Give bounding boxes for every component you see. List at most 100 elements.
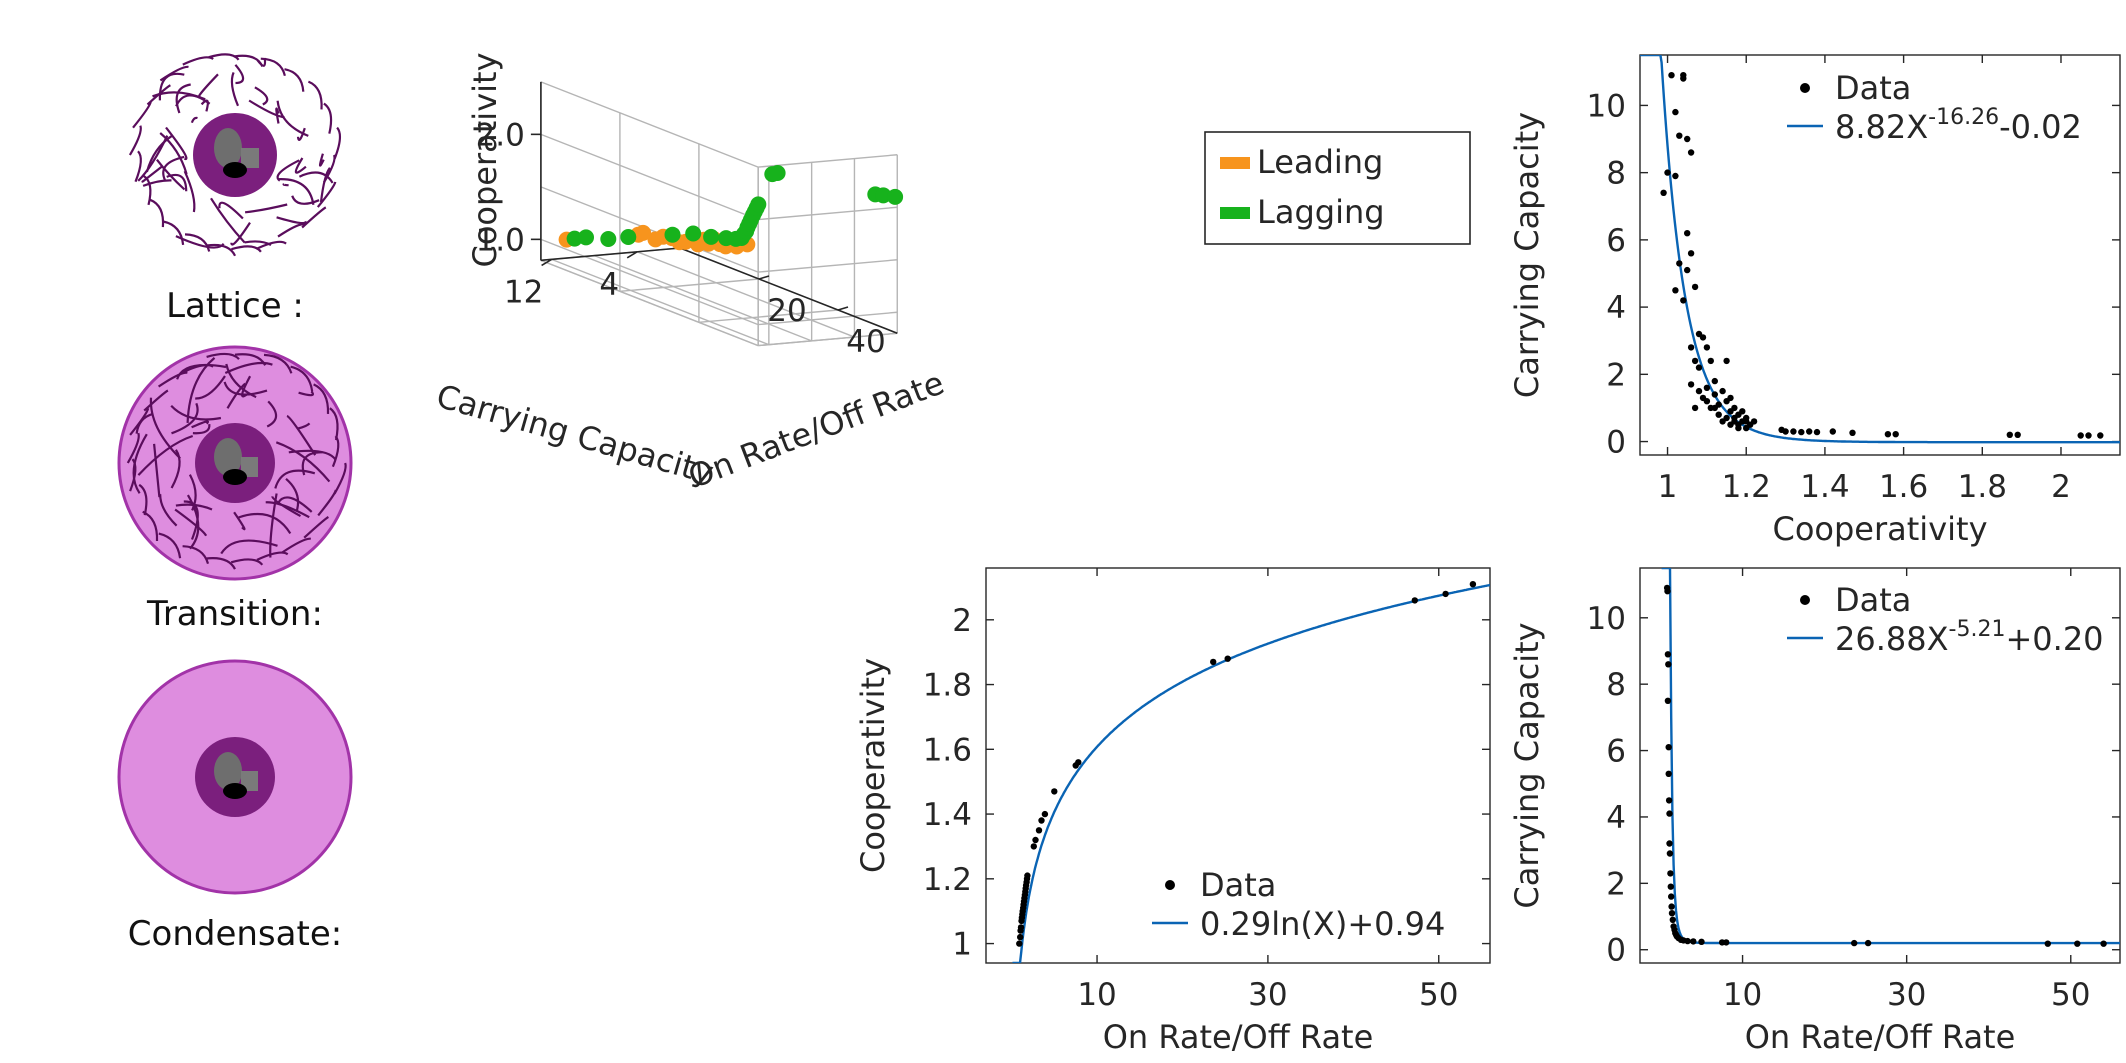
strand-line <box>316 181 337 208</box>
strand-line <box>266 400 278 428</box>
data-point <box>1687 250 1695 257</box>
data-point <box>1687 344 1695 351</box>
strand-line <box>303 515 329 539</box>
strand-line <box>182 56 214 66</box>
z-tick-label: 2.0 <box>476 117 525 153</box>
data-point <box>1024 872 1031 879</box>
data-point <box>2085 432 2092 439</box>
data-point <box>1750 418 1758 425</box>
data-point <box>2006 431 2013 438</box>
strand-line <box>175 83 191 114</box>
data-point-lagging <box>620 229 637 245</box>
data-point <box>1038 817 1045 824</box>
strand-line <box>162 220 185 246</box>
data-point-lagging <box>578 229 594 246</box>
strand-line <box>241 375 252 398</box>
y-tick <box>758 275 770 280</box>
strand-line <box>183 500 199 540</box>
data-point <box>1790 428 1797 435</box>
data-point <box>1703 344 1711 351</box>
data-point <box>1672 287 1679 294</box>
data-point <box>2074 940 2081 947</box>
strand-line <box>134 150 142 183</box>
strand-line <box>231 245 262 253</box>
data-point <box>1703 384 1711 391</box>
strand-line <box>157 371 188 388</box>
data-point <box>1731 418 1738 425</box>
strand-line <box>277 496 313 513</box>
strand-line <box>129 407 150 436</box>
strand-line <box>183 170 196 213</box>
y-tick-label: 20 <box>767 293 806 329</box>
data-point <box>1684 135 1691 143</box>
strand-line <box>298 171 334 184</box>
y-tick-label: 10 <box>1587 601 1626 637</box>
condensate-illustration <box>117 659 353 895</box>
data-point <box>1075 759 1082 766</box>
strand-line <box>333 126 342 160</box>
y-tick-label: 2 <box>1606 866 1626 902</box>
x-tick-label: 30 <box>1887 977 1926 1013</box>
data-point-lagging <box>703 228 720 245</box>
data-point <box>2077 432 2084 439</box>
grid-line <box>594 254 812 342</box>
strand-line <box>244 203 288 214</box>
strand-line <box>159 65 189 82</box>
y-tick-label: 0 <box>1606 933 1626 969</box>
strand-line <box>260 57 286 77</box>
legend-swatch-lagging <box>1220 207 1250 219</box>
strand-line <box>290 365 314 392</box>
x-axis-label: Carrying Capacity <box>432 377 718 492</box>
data-point <box>1695 364 1703 371</box>
x-axis-label: On Rate/Off Rate <box>1745 1018 2016 1056</box>
strand-line <box>274 469 316 489</box>
x-axis-line <box>540 247 681 262</box>
data-point <box>1665 744 1672 751</box>
y-tick-label: 8 <box>1606 156 1626 192</box>
strand-line <box>170 405 222 421</box>
data-point-lagging <box>887 188 904 205</box>
data-point-lagging <box>769 165 786 181</box>
x-tick-label: 2 <box>2051 469 2071 505</box>
legend-fit-exponent: -5.21 <box>1949 617 2006 642</box>
strand-line <box>263 353 293 374</box>
y-tick-label: 6 <box>1606 734 1626 770</box>
strand-line <box>182 545 210 565</box>
strand-line <box>276 100 309 137</box>
grid-line <box>758 332 898 347</box>
legend-swatch-leading <box>1220 157 1250 169</box>
grid-line <box>551 258 770 346</box>
y-axis-label: On Rate/Off Rate <box>683 364 949 496</box>
legend-label-lagging: Lagging <box>1257 193 1385 231</box>
y-tick-label: 4 <box>1606 800 1626 836</box>
data-point <box>1851 939 1858 947</box>
strand-line <box>208 53 240 61</box>
x-tick-label: 10 <box>1723 977 1762 1013</box>
strand-line <box>333 462 347 495</box>
data-point <box>1715 411 1722 418</box>
strand-line <box>149 198 165 228</box>
data-point <box>1806 428 1813 435</box>
strand-line <box>223 381 268 396</box>
data-point <box>1666 850 1674 857</box>
strand-line <box>230 221 251 246</box>
legend-label-data: Data <box>1200 866 1276 904</box>
data-point <box>1017 924 1025 931</box>
data-point <box>1666 810 1673 817</box>
grid-line <box>540 238 759 326</box>
data-point <box>2014 431 2021 438</box>
data-point <box>1698 938 1705 945</box>
legend-fit-tail: -0.02 <box>1999 108 2082 146</box>
strand-line <box>226 382 246 409</box>
scatter-3d-chart: 1.0 2.0 12 4 20 40 Cooperativity Carrying Capac… <box>432 52 1471 496</box>
y-tick-label: 10 <box>1587 88 1626 124</box>
strand-line <box>277 223 305 238</box>
strand-line <box>275 441 331 483</box>
data-point <box>1711 404 1718 412</box>
lattice-illustration <box>128 53 342 257</box>
dna-clamp-icon <box>223 469 247 485</box>
data-point <box>1030 843 1037 850</box>
strand-line <box>301 206 327 229</box>
data-point <box>1727 394 1734 402</box>
strand-line <box>297 422 311 430</box>
